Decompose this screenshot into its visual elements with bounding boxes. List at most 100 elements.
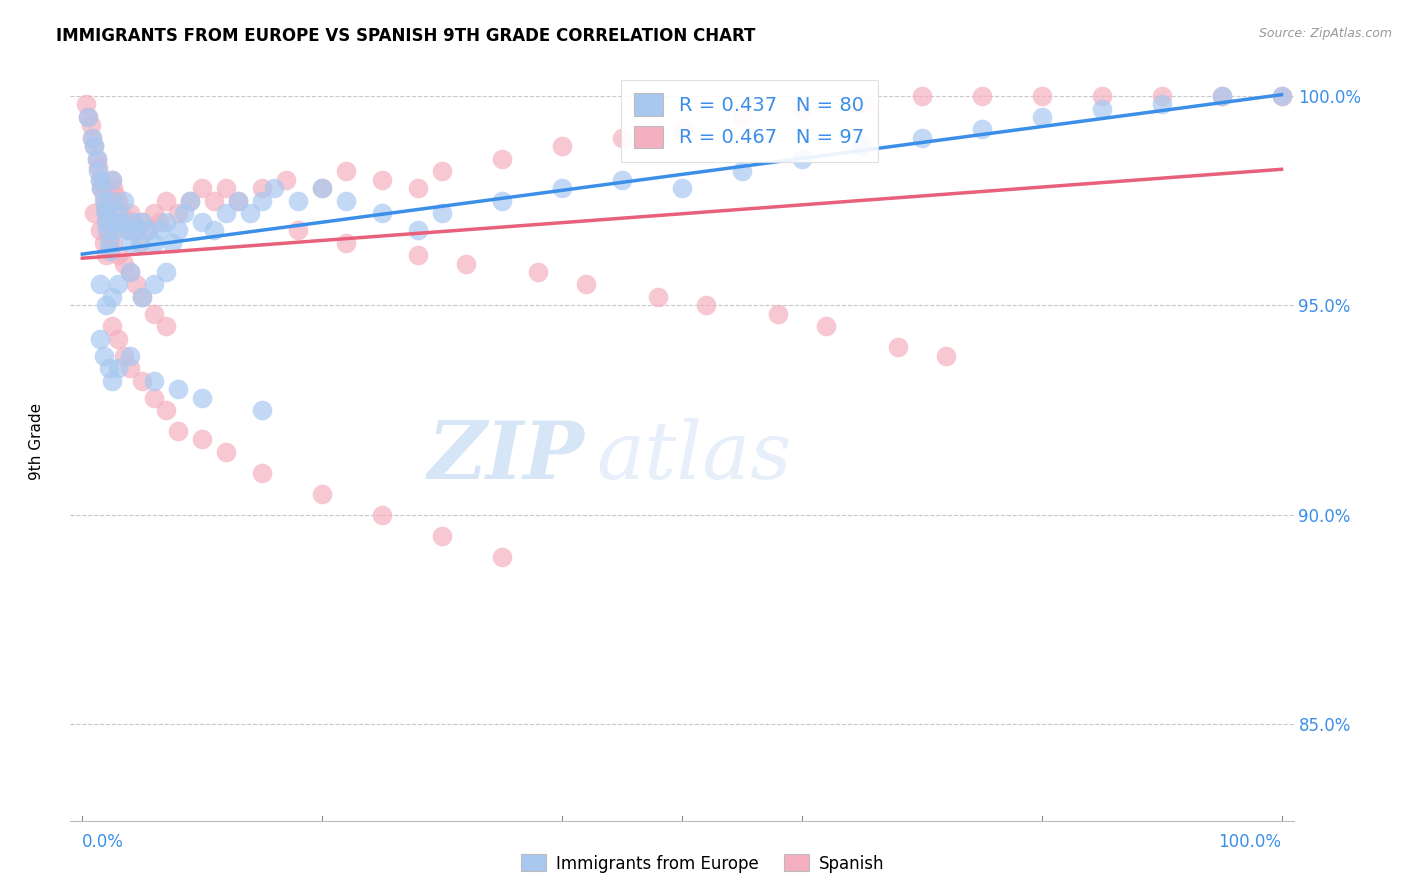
Text: 9th Grade: 9th Grade bbox=[28, 403, 44, 480]
Point bbox=[94, 198, 117, 212]
Point bbox=[112, 194, 135, 208]
Point bbox=[191, 214, 214, 228]
Point bbox=[104, 189, 127, 203]
Point bbox=[143, 277, 166, 292]
Point bbox=[86, 152, 108, 166]
Point bbox=[120, 361, 142, 376]
Point bbox=[155, 214, 177, 228]
Point bbox=[610, 131, 633, 145]
Point bbox=[120, 265, 142, 279]
Point bbox=[107, 277, 129, 292]
Point bbox=[731, 110, 754, 124]
Point bbox=[454, 256, 477, 270]
Point bbox=[96, 206, 118, 220]
Point bbox=[335, 194, 357, 208]
Point bbox=[887, 340, 910, 354]
Point bbox=[790, 102, 813, 116]
Point bbox=[695, 298, 717, 312]
Point bbox=[120, 235, 142, 250]
Point bbox=[97, 361, 120, 376]
Point bbox=[551, 139, 574, 153]
Text: Source: ZipAtlas.com: Source: ZipAtlas.com bbox=[1258, 27, 1392, 40]
Legend: Immigrants from Europe, Spanish: Immigrants from Europe, Spanish bbox=[515, 847, 891, 880]
Point bbox=[371, 508, 394, 522]
Point bbox=[93, 235, 115, 250]
Point bbox=[120, 349, 142, 363]
Point bbox=[121, 214, 143, 228]
Point bbox=[575, 277, 598, 292]
Point bbox=[101, 374, 124, 388]
Point bbox=[97, 235, 120, 250]
Point bbox=[215, 181, 238, 195]
Point bbox=[311, 487, 333, 501]
Point bbox=[287, 223, 309, 237]
Point bbox=[430, 529, 453, 543]
Point bbox=[851, 97, 873, 112]
Point bbox=[131, 290, 153, 304]
Point bbox=[167, 206, 190, 220]
Point bbox=[191, 181, 214, 195]
Point bbox=[263, 181, 285, 195]
Point bbox=[96, 206, 118, 220]
Point bbox=[335, 235, 357, 250]
Text: 100.0%: 100.0% bbox=[1219, 833, 1281, 851]
Point bbox=[167, 223, 190, 237]
Point bbox=[250, 466, 273, 480]
Point bbox=[406, 181, 429, 195]
Point bbox=[143, 206, 166, 220]
Point bbox=[191, 391, 214, 405]
Point bbox=[93, 349, 115, 363]
Point bbox=[117, 223, 139, 237]
Point bbox=[215, 445, 238, 459]
Point bbox=[371, 172, 394, 186]
Point bbox=[155, 319, 177, 334]
Point bbox=[77, 110, 100, 124]
Point bbox=[527, 265, 550, 279]
Point bbox=[1091, 89, 1114, 103]
Point bbox=[83, 206, 105, 220]
Point bbox=[75, 97, 97, 112]
Point bbox=[671, 122, 693, 136]
Point bbox=[1031, 110, 1053, 124]
Point bbox=[287, 194, 309, 208]
Point bbox=[93, 194, 115, 208]
Legend: R = 0.437   N = 80, R = 0.467   N = 97: R = 0.437 N = 80, R = 0.467 N = 97 bbox=[620, 79, 877, 161]
Point bbox=[110, 214, 132, 228]
Point bbox=[155, 403, 177, 417]
Point bbox=[125, 277, 148, 292]
Point bbox=[107, 206, 129, 220]
Point bbox=[94, 202, 117, 216]
Text: IMMIGRANTS FROM EUROPE VS SPANISH 9TH GRADE CORRELATION CHART: IMMIGRANTS FROM EUROPE VS SPANISH 9TH GR… bbox=[56, 27, 755, 45]
Point bbox=[491, 549, 513, 564]
Point bbox=[110, 206, 132, 220]
Point bbox=[97, 223, 120, 237]
Point bbox=[911, 131, 934, 145]
Point bbox=[911, 89, 934, 103]
Point bbox=[155, 194, 177, 208]
Point bbox=[89, 172, 111, 186]
Point bbox=[179, 194, 201, 208]
Point bbox=[77, 110, 100, 124]
Point bbox=[98, 231, 121, 245]
Point bbox=[89, 172, 111, 186]
Point bbox=[98, 244, 121, 258]
Point bbox=[107, 194, 129, 208]
Point bbox=[120, 206, 142, 220]
Point bbox=[112, 214, 135, 228]
Point bbox=[131, 374, 153, 388]
Point bbox=[93, 189, 115, 203]
Point bbox=[250, 194, 273, 208]
Point bbox=[335, 164, 357, 178]
Point bbox=[311, 181, 333, 195]
Point bbox=[89, 332, 111, 346]
Point bbox=[406, 248, 429, 262]
Point bbox=[155, 265, 177, 279]
Text: 0.0%: 0.0% bbox=[83, 833, 124, 851]
Point bbox=[101, 235, 124, 250]
Point bbox=[80, 131, 103, 145]
Point bbox=[491, 152, 513, 166]
Point bbox=[112, 349, 135, 363]
Point bbox=[120, 265, 142, 279]
Point bbox=[1031, 89, 1053, 103]
Point bbox=[117, 223, 139, 237]
